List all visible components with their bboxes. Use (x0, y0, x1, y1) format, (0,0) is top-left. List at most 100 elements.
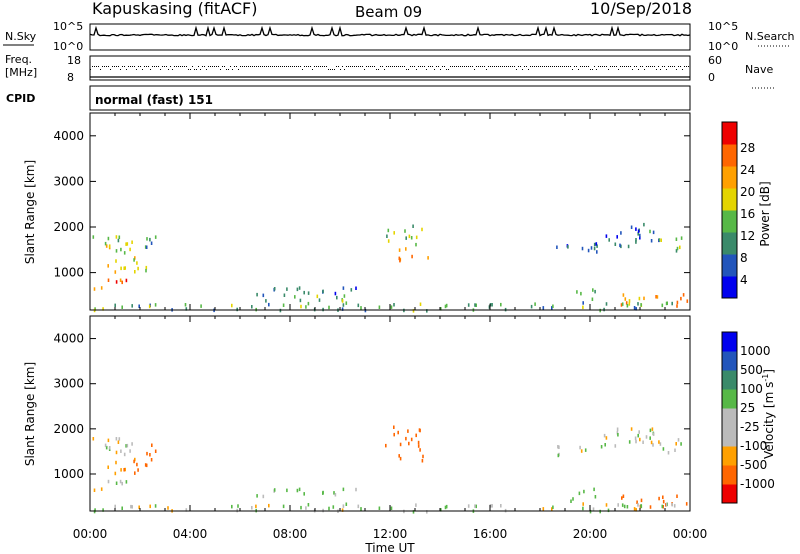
range-cell (426, 510, 428, 514)
range-cell (378, 506, 381, 510)
range-cell (114, 270, 117, 274)
range-cell (360, 306, 362, 310)
freq-sample (256, 66, 257, 67)
range-cell (417, 444, 420, 448)
range-cell (393, 425, 395, 429)
range-cell (676, 304, 678, 308)
range-cell (440, 508, 442, 512)
freq-sample (384, 69, 385, 70)
freq-sample (110, 69, 111, 70)
range-cell (144, 245, 147, 249)
range-cell (107, 479, 110, 484)
freq-tick-top: 18 (67, 54, 81, 67)
freq-sample (310, 66, 311, 67)
range-cell (658, 440, 660, 444)
freq-sample (98, 66, 99, 67)
range-cell (686, 299, 689, 303)
freq-sample (264, 66, 265, 67)
range-cell (398, 454, 400, 458)
freq-sample (278, 66, 279, 67)
range-cell (412, 510, 415, 514)
range-cell (121, 506, 123, 510)
range-cell (136, 261, 138, 265)
freq-sample (554, 66, 555, 67)
range-cell (154, 504, 157, 508)
freq-sample (288, 66, 289, 67)
freq-sample (152, 66, 153, 67)
freq-sample (654, 66, 655, 67)
range-cell (286, 287, 288, 291)
x-tick-label: 00:00 (73, 527, 108, 541)
range-cell (635, 238, 637, 242)
freq-sample (670, 66, 671, 67)
freq-sample (346, 66, 347, 67)
freq-sample (404, 66, 405, 67)
freq-sample (448, 69, 449, 70)
range-cell (614, 242, 617, 246)
freq-sample (538, 66, 539, 67)
freq-sample (244, 66, 245, 67)
range-cell (296, 287, 299, 292)
freq-sample (356, 66, 357, 67)
freq-sample (494, 66, 495, 67)
range-cell (385, 443, 387, 448)
range-cell (665, 301, 668, 306)
freq-sample (332, 69, 333, 70)
freq-sample (242, 66, 243, 67)
range-cell (649, 428, 652, 433)
range-cell (500, 504, 502, 508)
range-cell (620, 244, 622, 249)
range-cell (115, 259, 117, 263)
freq-sample (178, 66, 179, 67)
range-cell (405, 436, 407, 441)
range-cell (488, 305, 491, 309)
freq-sample (476, 66, 477, 67)
range-cell (121, 280, 123, 285)
freq-sample (630, 66, 631, 67)
freq-sample (290, 66, 291, 67)
freq-sample (360, 66, 361, 67)
freq-sample (172, 69, 173, 70)
range-cell (298, 286, 301, 290)
freq-sample (678, 66, 679, 67)
colorbar-segment (722, 188, 737, 211)
range-cell (93, 287, 96, 291)
range-cell (675, 442, 677, 446)
freq-sample (240, 66, 241, 67)
range-cell (621, 302, 624, 306)
range-cell (236, 307, 238, 312)
freq-sample (378, 69, 379, 70)
velocity-colorbar-label: Velocity [m s-1] (761, 369, 776, 459)
range-cell (134, 270, 136, 274)
freq-sample (218, 66, 219, 67)
freq-sample (644, 69, 645, 70)
range-cell (667, 451, 670, 455)
freq-sample (446, 69, 447, 70)
range-cell (580, 449, 583, 453)
range-cell (407, 429, 409, 433)
freq-sample (496, 66, 497, 67)
range-cell (120, 468, 122, 472)
range-cell (427, 256, 429, 260)
range-cell (621, 496, 623, 500)
freq-sample (422, 66, 423, 67)
freq-sample (408, 69, 409, 70)
range-cell (587, 248, 590, 253)
range-cell (596, 250, 598, 254)
freq-sample (220, 69, 221, 70)
freq-sample (556, 66, 557, 67)
range-cell (386, 234, 388, 238)
range-cell (652, 432, 655, 436)
range-cell (185, 307, 188, 311)
range-cell (397, 430, 399, 435)
velocity-axes: 1000 2000 3000 4000 (53, 316, 691, 511)
freq-sample (142, 69, 143, 70)
range-cell (421, 227, 423, 232)
power-colorbar-tick: 12 (740, 229, 755, 243)
freq-sample (578, 69, 579, 70)
range-cell (294, 295, 296, 299)
range-cell (105, 445, 108, 450)
freq-sample (662, 66, 663, 67)
freq-sample (506, 66, 507, 67)
